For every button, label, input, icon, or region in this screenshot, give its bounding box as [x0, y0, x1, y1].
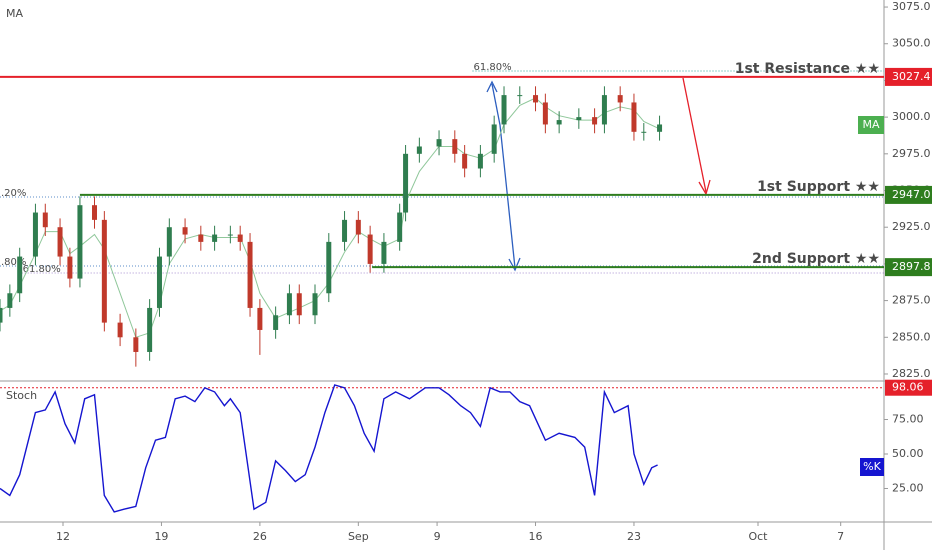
candle-body [631, 102, 637, 132]
candle-body [296, 293, 302, 316]
level-tag [885, 258, 932, 277]
x-tick-label: 16 [529, 530, 543, 543]
candle-body [452, 139, 458, 154]
candle-body [237, 234, 243, 242]
level-name: 1st Resistance ★★ [735, 61, 880, 77]
candle-body [462, 153, 468, 169]
candle-body [381, 241, 387, 264]
candle-body [212, 234, 218, 242]
candle-body [17, 256, 23, 294]
y-tick-label: 3050.0 [892, 37, 931, 50]
x-tick-label: Oct [748, 530, 768, 543]
candle-body [576, 117, 582, 121]
candle-body [501, 95, 507, 125]
y-tick-label: 2825.0 [892, 367, 931, 380]
level-name: 1st Support ★★ [757, 179, 880, 195]
candle-body [517, 95, 523, 97]
k-badge-label: %K [863, 460, 881, 473]
candle-body [7, 293, 13, 308]
x-tick-label: 23 [627, 530, 641, 543]
y-tick-label: 2850.0 [892, 330, 931, 343]
candle-body [257, 307, 263, 330]
fib-label: 61.80% [23, 264, 61, 275]
candle-body [312, 293, 318, 316]
y-tick-label: 2875.0 [892, 294, 931, 307]
candle-body [273, 315, 279, 330]
x-tick-label: 12 [56, 530, 70, 543]
candle-body [326, 241, 332, 294]
candle-body [641, 131, 647, 133]
candle-body [0, 307, 3, 323]
candle-body [477, 153, 483, 169]
stoch-tick-label: 25.00 [892, 481, 924, 494]
candle-body [227, 234, 233, 236]
ma-badge [858, 116, 884, 134]
candle-body [182, 227, 188, 235]
candle-body [367, 234, 373, 264]
candle-body [77, 205, 83, 279]
candle-body [491, 124, 497, 154]
x-tick-label: 9 [434, 530, 441, 543]
candle-body [156, 256, 162, 308]
y-tick-label: 3000.0 [892, 110, 931, 123]
x-tick-label: 26 [253, 530, 267, 543]
candle-body [556, 120, 562, 125]
stoch-title: Stoch [6, 389, 37, 402]
candle-body [436, 139, 442, 147]
candle-body [397, 212, 403, 242]
candle-body [247, 241, 253, 308]
candle-body [133, 337, 139, 352]
candle-body [166, 227, 172, 257]
candle-body [42, 212, 48, 228]
candle-body [67, 256, 73, 279]
stoch-tick-label: 50.00 [892, 447, 924, 460]
fib-label: .20% [1, 188, 26, 199]
candle-body [92, 205, 98, 220]
candle-body [601, 95, 607, 125]
candle-body [198, 234, 204, 242]
candle-body [147, 307, 153, 352]
ma-badge-label: MA [862, 118, 879, 131]
candle-body [657, 124, 663, 132]
candle-body [57, 227, 63, 257]
candle-body [355, 219, 361, 235]
y-tick-label: 3075.0 [892, 0, 931, 13]
y-tick-label: 2925.0 [892, 220, 931, 233]
candle-body [286, 293, 292, 316]
x-tick-label: 19 [154, 530, 168, 543]
candle-body [117, 322, 123, 338]
stoch-tick-label: 75.00 [892, 413, 924, 426]
fib-label: .80% [1, 257, 26, 268]
level-tag [885, 185, 932, 204]
candle-body [542, 102, 548, 125]
candle-body [416, 146, 422, 154]
k-badge [860, 458, 884, 476]
level-name: 2nd Support ★★ [752, 251, 880, 267]
candle-body [617, 95, 623, 103]
ma-legend: MA [6, 7, 23, 20]
candle-body [101, 219, 107, 323]
y-tick-label: 2975.0 [892, 147, 931, 160]
candle-body [533, 95, 539, 103]
stoch-level-label: 98.06 [892, 381, 924, 394]
candle-body [342, 219, 348, 242]
x-tick-label: 7 [837, 530, 844, 543]
candle-body [403, 153, 409, 213]
candle-body [592, 117, 598, 125]
stoch-line [0, 384, 658, 513]
x-tick-label: Sep [348, 530, 369, 543]
fib-label: 61.80% [474, 62, 512, 73]
candle-body [32, 212, 38, 257]
level-tag [885, 67, 932, 86]
stoch-level-tag [885, 379, 932, 396]
level-tag-label: 3027.4 [892, 70, 931, 83]
level-tag-label: 2947.0 [892, 188, 931, 201]
level-tag-label: 2897.8 [892, 260, 931, 273]
